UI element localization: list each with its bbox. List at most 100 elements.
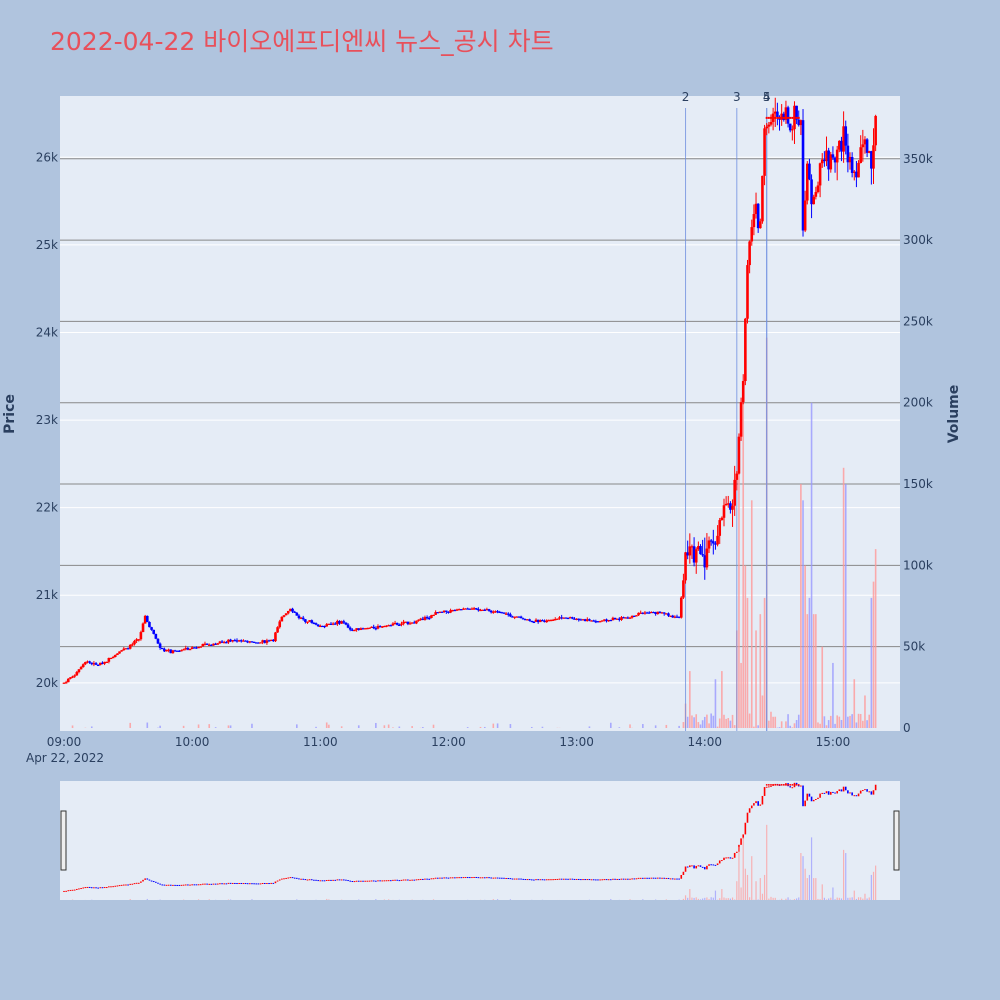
volume-bar bbox=[874, 549, 877, 728]
slider-volume-bar bbox=[723, 897, 725, 900]
slider-candle bbox=[810, 796, 813, 802]
slider-candle bbox=[353, 881, 356, 883]
candle-body bbox=[665, 613, 668, 615]
slider-candle bbox=[398, 880, 401, 882]
slider-volume-bar bbox=[296, 899, 298, 900]
x-tick-label: 14:00 bbox=[687, 735, 722, 749]
candle-body bbox=[393, 622, 397, 625]
slider-volume-bar bbox=[830, 897, 832, 900]
candle-body bbox=[731, 505, 734, 510]
volume-bar bbox=[789, 725, 792, 728]
slider-candle bbox=[518, 878, 520, 880]
slider-candle bbox=[236, 883, 238, 885]
slider-candle bbox=[840, 789, 843, 792]
y-tick-label: 26k bbox=[36, 150, 58, 164]
candle-body bbox=[197, 647, 200, 649]
slider-candle bbox=[195, 884, 198, 886]
slider-candle bbox=[791, 787, 794, 789]
candle-body bbox=[304, 619, 307, 622]
slider-candle bbox=[481, 877, 484, 879]
slider-candle bbox=[193, 884, 196, 886]
slider-candle bbox=[137, 882, 140, 884]
slider-volume-bar bbox=[845, 853, 847, 900]
volume-bar bbox=[806, 614, 809, 728]
candle-body bbox=[276, 627, 279, 633]
volume-bar bbox=[492, 723, 495, 728]
slider-candle bbox=[148, 879, 151, 881]
candle-body bbox=[316, 624, 320, 627]
candle-body bbox=[113, 655, 117, 658]
date-label: Apr 22, 2022 bbox=[26, 751, 104, 765]
slider-candle bbox=[656, 877, 659, 879]
candle-body bbox=[581, 619, 585, 621]
candle-body bbox=[297, 615, 301, 619]
candle-body bbox=[752, 214, 756, 228]
candle-body bbox=[126, 648, 130, 650]
candle-body bbox=[750, 227, 754, 242]
slider-candle bbox=[249, 883, 251, 885]
candle-body bbox=[534, 619, 538, 622]
candle-body bbox=[526, 619, 529, 621]
candle-body bbox=[630, 615, 634, 618]
candle-body bbox=[784, 116, 787, 119]
candle-body bbox=[628, 617, 632, 619]
slider-candle bbox=[827, 791, 830, 795]
slider-candle bbox=[296, 877, 298, 879]
slider-candle bbox=[607, 879, 610, 881]
volume-bar bbox=[588, 726, 591, 728]
volume-bar bbox=[859, 713, 862, 728]
candle-body bbox=[308, 620, 311, 622]
volume-bar bbox=[748, 713, 751, 728]
range-slider-left-handle[interactable] bbox=[60, 810, 67, 871]
slider-candle bbox=[712, 864, 715, 866]
slider-candle bbox=[511, 878, 514, 880]
candle-body bbox=[712, 541, 715, 544]
slider-candle bbox=[733, 852, 736, 858]
volume-bar bbox=[815, 614, 817, 728]
candle-body bbox=[150, 627, 153, 630]
volume-bar bbox=[791, 727, 794, 728]
volume-bar bbox=[829, 715, 832, 728]
slider-candle bbox=[847, 790, 849, 794]
y-tick-label: 23k bbox=[36, 413, 58, 427]
slider-candle bbox=[862, 790, 864, 792]
slider-volume-bar bbox=[821, 884, 823, 900]
slider-volume-bar bbox=[802, 856, 804, 900]
candle-body bbox=[737, 436, 741, 474]
candle-body bbox=[759, 221, 762, 229]
candle-body bbox=[331, 623, 335, 625]
slider-volume-bar bbox=[689, 889, 691, 900]
volume-bar bbox=[387, 724, 390, 728]
volume-bar bbox=[357, 725, 360, 728]
candle-body bbox=[799, 120, 803, 126]
candle-body bbox=[654, 612, 657, 615]
slider-candle bbox=[614, 878, 616, 880]
slider-candle bbox=[409, 879, 411, 881]
slider-candle bbox=[819, 793, 821, 798]
slider-candle bbox=[210, 883, 213, 885]
slider-candle bbox=[633, 878, 636, 880]
slider-candle bbox=[486, 877, 488, 879]
candle-body bbox=[430, 615, 433, 618]
slider-candle bbox=[537, 879, 539, 881]
candle-body bbox=[782, 113, 786, 120]
range-slider[interactable] bbox=[60, 781, 900, 900]
slider-candle bbox=[300, 878, 302, 880]
candle-body bbox=[385, 625, 388, 627]
candle-body bbox=[120, 650, 123, 652]
slider-volume-bar bbox=[761, 893, 764, 900]
volume-bar bbox=[629, 724, 631, 728]
slider-candle bbox=[289, 877, 292, 879]
range-slider-right-handle[interactable] bbox=[893, 810, 900, 871]
slider-candle bbox=[221, 883, 223, 885]
candle-body bbox=[588, 619, 591, 621]
slider-candle bbox=[343, 879, 345, 881]
candle-body bbox=[789, 116, 792, 119]
candle-body bbox=[412, 622, 416, 624]
volume-bar bbox=[844, 484, 847, 728]
candle-body bbox=[521, 618, 525, 620]
slider-volume-bar bbox=[817, 898, 819, 900]
slider-volume-bar bbox=[749, 897, 751, 900]
slider-candle bbox=[616, 878, 618, 880]
slider-candle bbox=[347, 880, 349, 882]
